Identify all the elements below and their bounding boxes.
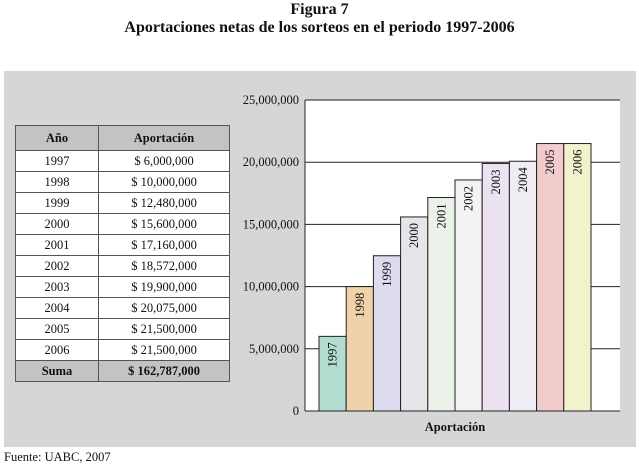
y-tick-label: 15,000,000 (243, 217, 299, 231)
table-header-row: Año Aportación (15, 125, 230, 151)
y-tick-label: 25,000,000 (243, 93, 299, 107)
bar-2002 (454, 179, 483, 412)
bar-2004 (508, 160, 538, 412)
bar-label-2000: 2000 (407, 223, 421, 248)
bar-label-2002: 2002 (462, 186, 476, 211)
y-tick-label: 0 (293, 404, 299, 418)
table-row: 2002 $ 18,572,000 (15, 255, 230, 277)
bar-2006 (563, 143, 592, 412)
y-tick-label: 5,000,000 (249, 342, 299, 356)
table-row: 2005 $ 21,500,000 (15, 318, 230, 340)
table-total-row: Suma $ 162,787,000 (15, 360, 230, 382)
bar-label-2003: 2003 (489, 169, 503, 194)
bar-label-2005: 2005 (543, 150, 557, 175)
bar-label-2006: 2006 (570, 150, 584, 175)
cell-amount: $ 12,480,000 (98, 192, 230, 214)
bar-label-1998: 1998 (353, 293, 367, 318)
source-note: Fuente: UABC, 2007 (4, 450, 111, 464)
y-tick-label: 10,000,000 (243, 280, 299, 294)
table-row: 1998 $ 10,000,000 (15, 171, 230, 193)
column-header-amount: Aportación (98, 125, 230, 151)
contributions-table: Año Aportación 1997 $ 6,000,000 1998 $ 10,… (15, 125, 230, 382)
bar-1998 (345, 286, 374, 412)
bar-2003 (481, 162, 510, 412)
total-amount: $ 162,787,000 (98, 360, 230, 382)
bar-label-2004: 2004 (516, 167, 530, 193)
y-tick-label: 20,000,000 (243, 155, 299, 169)
bar-label-1999: 1999 (380, 262, 394, 287)
bar-label-1997: 1997 (326, 342, 340, 367)
table-row: 2006 $ 21,500,000 (15, 339, 230, 361)
table-row: 1997 $ 6,000,000 (15, 150, 230, 172)
cell-amount: $ 15,600,000 (98, 213, 230, 235)
column-header-year: Año (15, 125, 99, 151)
total-label: Suma (15, 360, 99, 382)
cell-amount: $ 10,000,000 (98, 171, 230, 193)
bar-2001 (427, 197, 456, 412)
figure-label: Figura 7 (290, 1, 349, 18)
bar-1997 (318, 335, 347, 412)
cell-amount: $ 21,500,000 (98, 339, 230, 361)
bar-label-2001: 2001 (434, 204, 448, 229)
bar-2005 (536, 143, 565, 412)
figure-title: Aportaciones netas de los sorteos en el … (124, 19, 515, 36)
bar-1999 (372, 255, 402, 412)
x-axis-label: Aportación (425, 420, 485, 434)
cell-amount: $ 18,572,000 (98, 255, 230, 277)
